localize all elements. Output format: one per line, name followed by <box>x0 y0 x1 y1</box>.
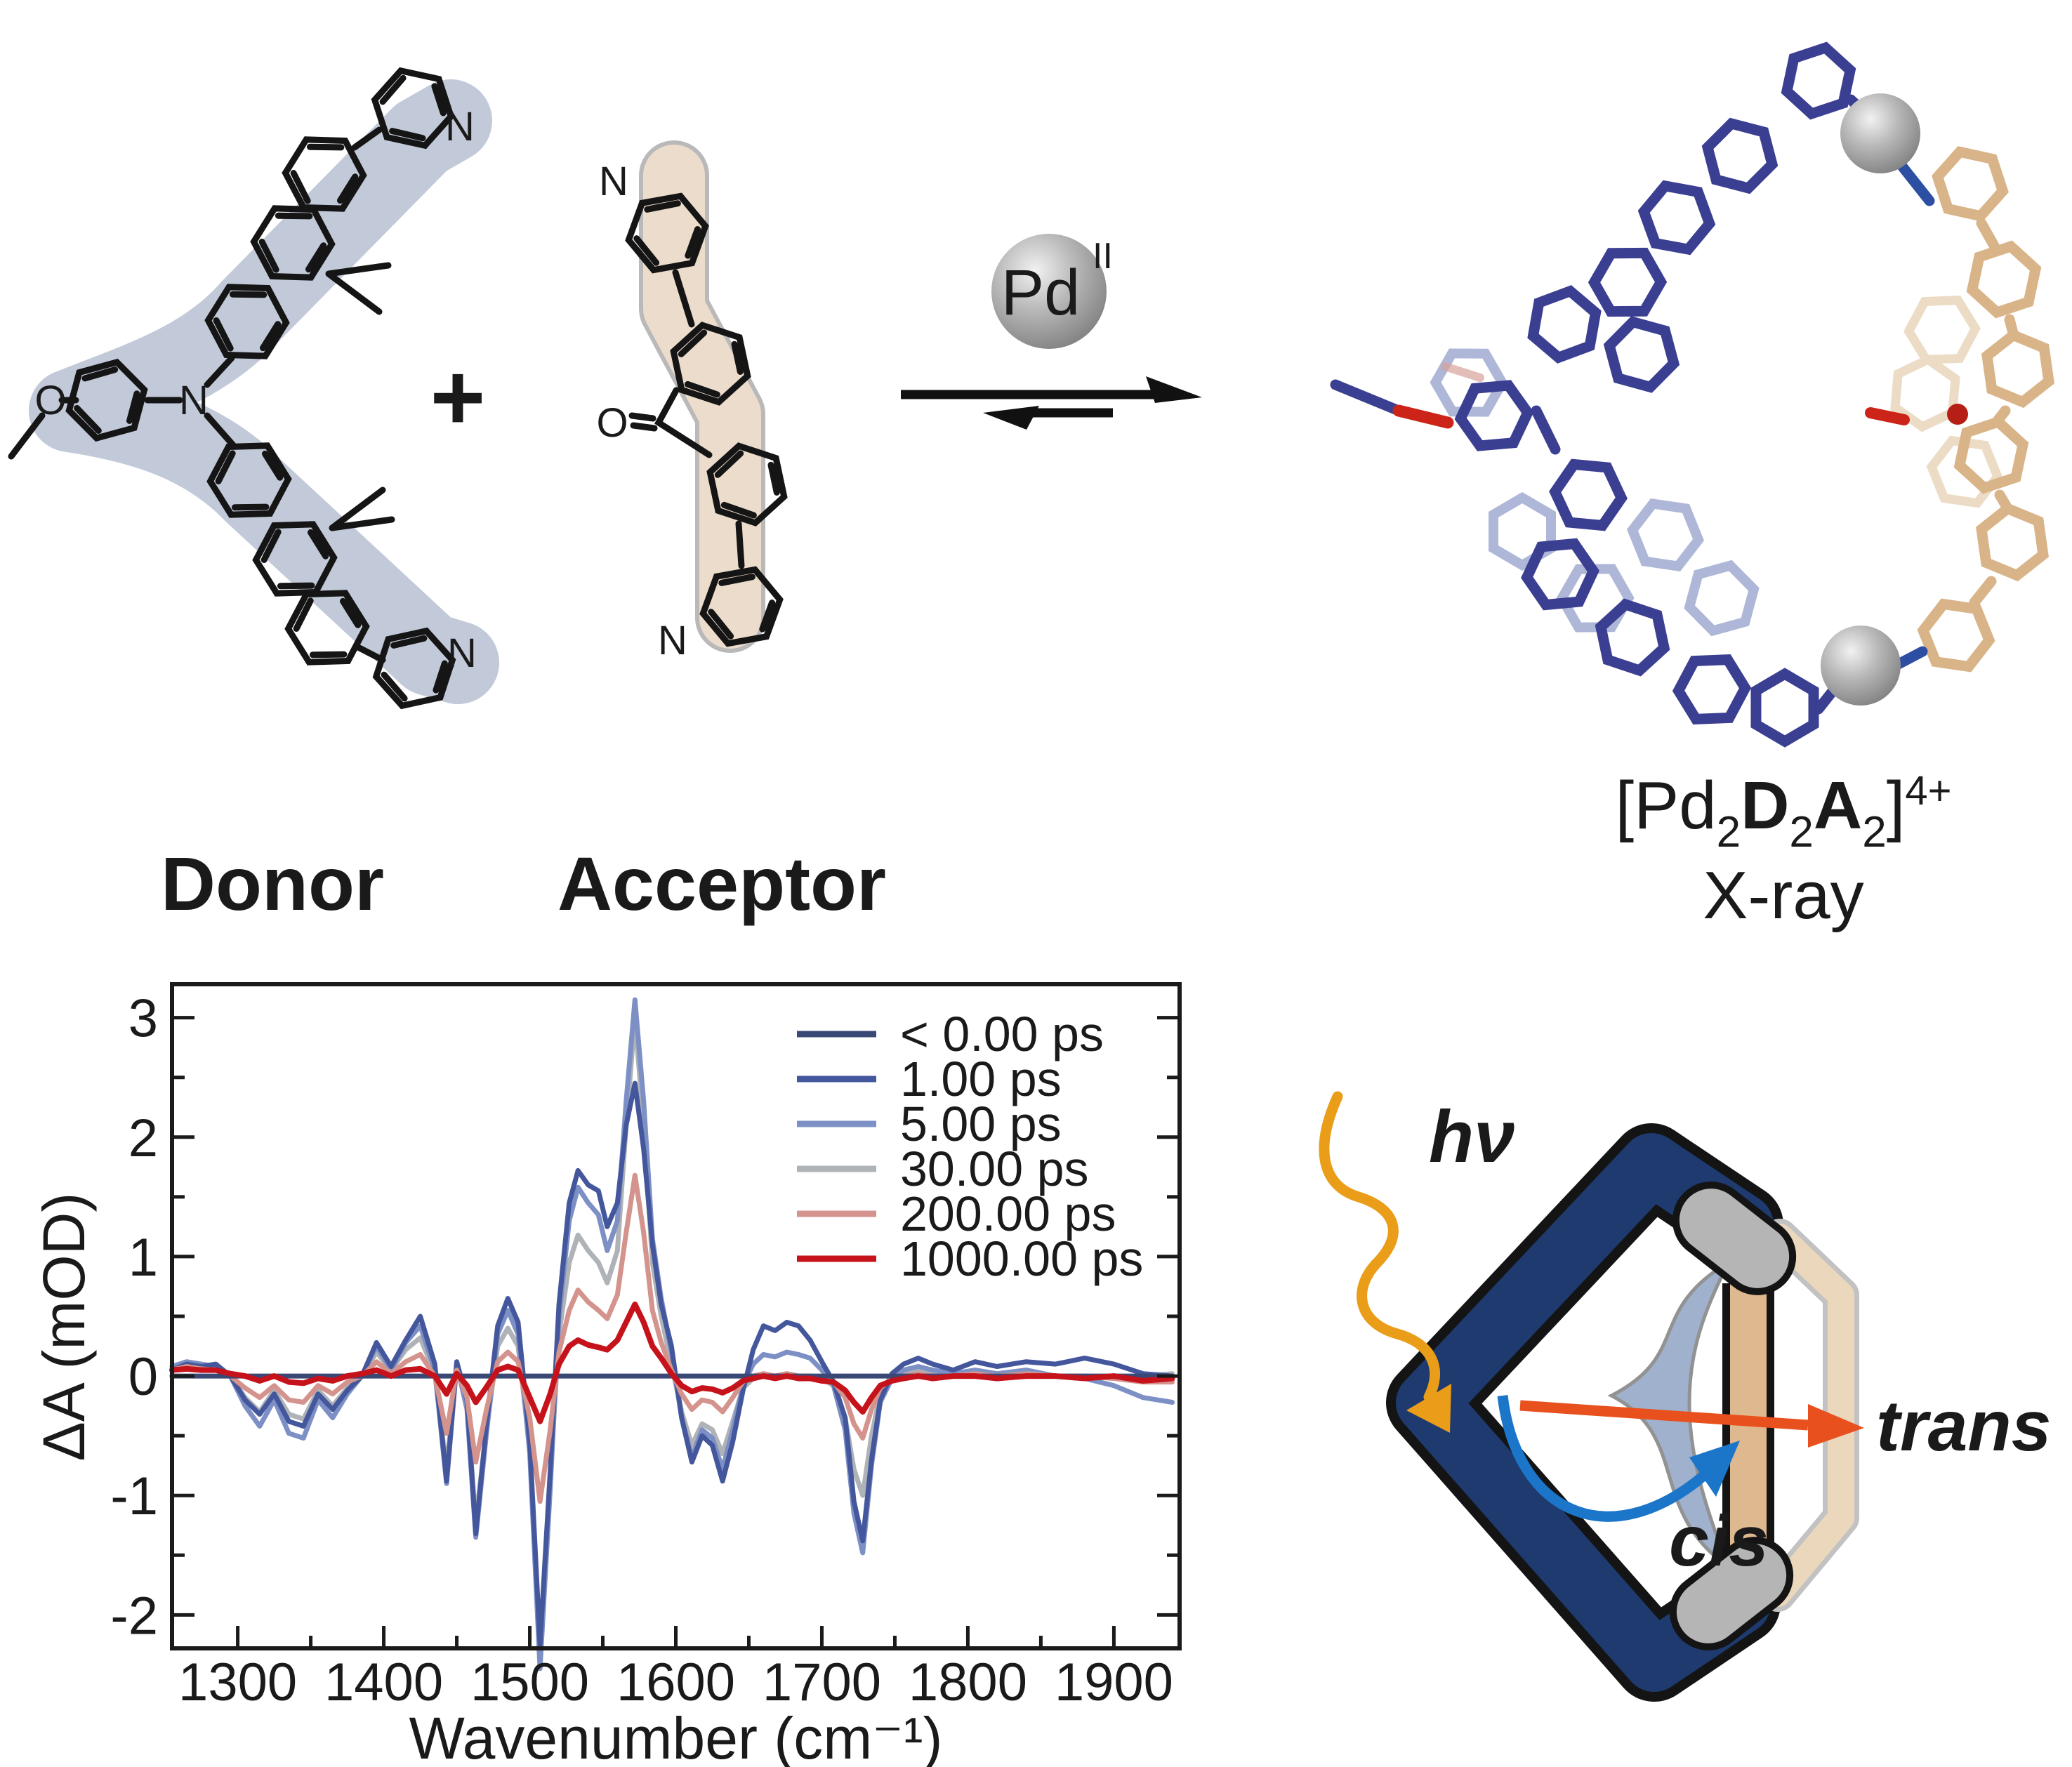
hv-arrow <box>1319 1091 1451 1433</box>
pd-oxidation-state: II <box>1093 236 1113 277</box>
acceptor-pyridine-n-top: N <box>599 159 628 204</box>
series-line-1000-00-ps <box>169 1302 1175 1424</box>
chart-text: 1300 <box>178 1653 297 1712</box>
chart-text: 1900 <box>1055 1653 1173 1712</box>
series-line-1-00-ps <box>169 1080 1175 1648</box>
legend-label: 30.00 ps <box>900 1141 1089 1196</box>
legend-label: 5.00 ps <box>900 1097 1062 1151</box>
donor-highlight <box>29 79 499 704</box>
cis-label: cis <box>1669 1501 1769 1581</box>
trans-label: trans <box>1876 1386 2051 1466</box>
xray-caption: X-ray <box>1703 858 1863 933</box>
chart-text: 1800 <box>909 1653 1027 1712</box>
cage-formula: [Pd2D2A2]4+ <box>1615 768 1951 856</box>
chart-text: 3 <box>128 989 158 1049</box>
equilibrium-arrows <box>901 376 1202 430</box>
chart-text: 1700 <box>763 1653 881 1712</box>
hv-label: hν <box>1429 1096 1515 1178</box>
donor-skeleton <box>8 60 458 716</box>
acceptor-label: Acceptor <box>557 841 886 926</box>
donor-label: Donor <box>161 841 384 926</box>
xray-acceptor-sticks <box>1917 143 2051 677</box>
chart-text: 1600 <box>616 1653 735 1712</box>
chart-text: 0 <box>128 1347 158 1407</box>
xray-pd-bottom <box>1821 626 1901 706</box>
acceptor-carbonyl-o: O <box>596 400 628 446</box>
xray-structure <box>1330 42 2051 741</box>
x-axis-label: Wavenumber (cm⁻¹) <box>409 1705 943 1767</box>
donor-structure: O N N N <box>8 60 499 716</box>
chart-text: -1 <box>110 1467 158 1526</box>
cis-arrow <box>1497 1395 1740 1522</box>
acceptor-structure: N O N <box>596 140 788 663</box>
legend-label: 1.00 ps <box>900 1052 1062 1106</box>
legend-label: 1000.00 ps <box>900 1231 1143 1286</box>
chart-text: 1 <box>128 1228 158 1288</box>
donor-amine-n: N <box>179 378 209 423</box>
reaction-conditions: Pd II <box>901 234 1202 430</box>
chart-text: 1400 <box>324 1653 443 1712</box>
donor-pyridine-n-top: N <box>445 104 475 150</box>
xray-donor-sticks <box>1330 42 1876 741</box>
cartoon-pd-bottom <box>1669 1537 1794 1650</box>
cartoon-trans-frame <box>1760 1219 1859 1612</box>
transient-ir-chart: 1300 1400 1500 1600 1700 1800 1900 -2 -1 0 1 2 3 Wave… <box>31 982 1182 1767</box>
xray-oxygens <box>1392 404 1968 429</box>
y-axis-label: ΔA (mOD) <box>31 1193 97 1462</box>
pd-sphere <box>991 234 1107 349</box>
xray-pd-top <box>1840 93 1920 173</box>
plus-sign: + <box>430 344 486 450</box>
chart-text: -2 <box>110 1586 158 1646</box>
pd-symbol: Pd <box>1001 257 1081 329</box>
chart-text: 2 <box>128 1108 158 1168</box>
cartoon-pd-top <box>1672 1182 1797 1295</box>
legend-label: < 0.00 ps <box>900 1007 1104 1061</box>
legend-label: 200.00 ps <box>900 1186 1116 1241</box>
xray-acceptor-back <box>1894 286 2004 513</box>
isomerization-cartoon: hν trans cis <box>1319 1091 2051 1702</box>
donor-methoxy-o: O <box>34 378 66 423</box>
chart-text: 1500 <box>470 1653 589 1712</box>
acceptor-pyridine-n-bottom: N <box>658 618 687 663</box>
trans-arrow <box>1519 1400 1864 1448</box>
acceptor-skeleton <box>622 185 788 655</box>
donor-pyridine-n-bottom: N <box>447 630 477 676</box>
